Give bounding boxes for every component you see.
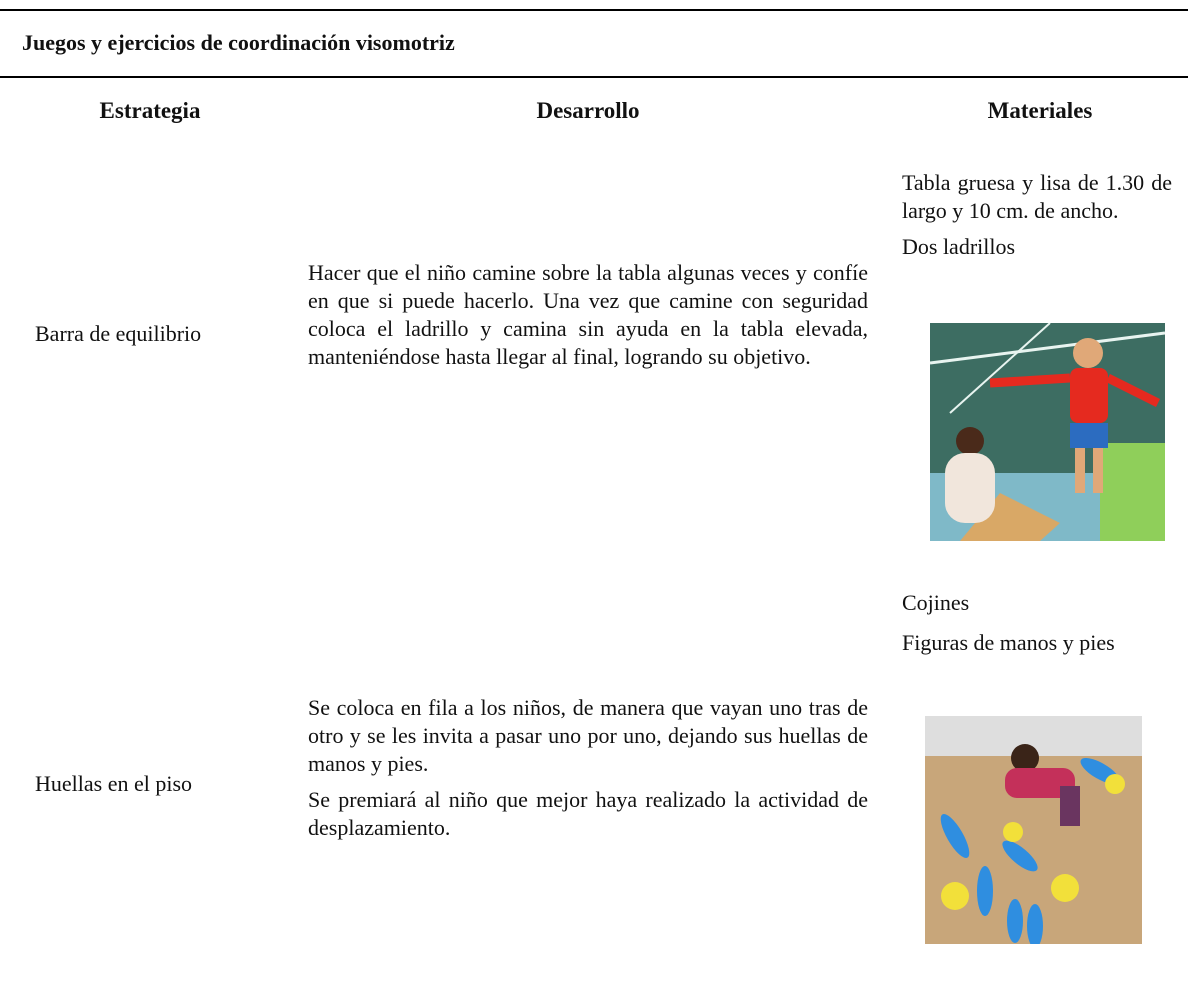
paragraph: Se coloca en fila a los niños, de manera… (308, 695, 868, 776)
materials: Tabla gruesa y lisa de 1.30 de largo y 1… (902, 169, 1172, 269)
paragraph: Tabla gruesa y lisa de 1.30 de largo y 1… (902, 170, 1172, 223)
development: Hacer que el niño camine sobre la tabla … (308, 259, 868, 379)
table-title: Juegos y ejercicios de coordinación viso… (22, 30, 455, 55)
top-rule (0, 9, 1188, 11)
column-header: Estrategia (99, 98, 201, 123)
paragraph: Hacer que el niño camine sobre la tabla … (308, 260, 868, 369)
development: Se coloca en fila a los niños, de manera… (308, 694, 868, 850)
column-header: Materiales (987, 98, 1093, 123)
paragraph: Se premiará al niño que mejor haya reali… (308, 787, 868, 840)
strategy: Huellas en el piso (35, 771, 193, 796)
photo-balance-beam (930, 323, 1165, 541)
materials: Cojines Figuras de manos y pies (902, 592, 1172, 662)
header-rule (0, 76, 1188, 78)
paragraph: Cojines (902, 590, 970, 615)
paragraph: Figuras de manos y pies (902, 630, 1115, 655)
photo-footprints (925, 716, 1142, 944)
paragraph: Dos ladrillos (902, 234, 1016, 259)
column-header: Desarrollo (536, 98, 640, 123)
strategy: Barra de equilibrio (35, 321, 202, 346)
